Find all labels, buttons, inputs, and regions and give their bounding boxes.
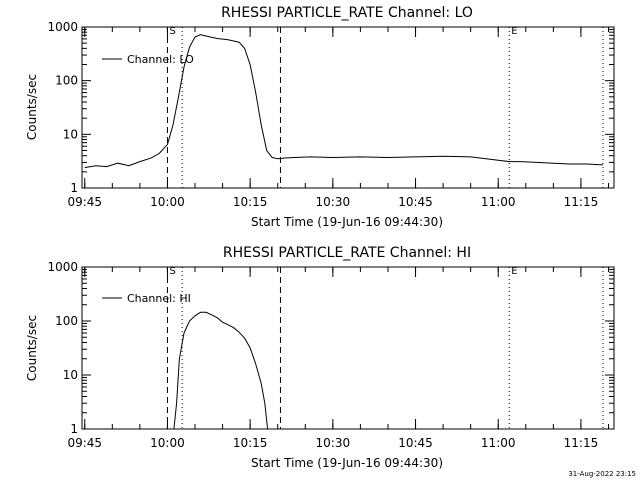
y-tick-label: 1 (70, 422, 78, 436)
x-axis-label: Start Time (19-Jun-16 09:44:30) (251, 456, 443, 470)
plot-frame (81, 266, 615, 430)
y-axis: 1 10 100 1000 (47, 20, 614, 195)
x-axis-label: Start Time (19-Jun-16 09:44:30) (251, 215, 443, 229)
series-line (84, 34, 604, 169)
legend-entry: Channel: LO (127, 53, 194, 66)
chart-hi-channel: RHESSI PARTICLE_RATE Channel: HI 1101001… (25, 245, 615, 470)
x-tick-label: 11:15 (564, 436, 599, 450)
y-tick-label: 10 (63, 368, 78, 382)
x-axis: 09:45 10:00 10:15 10:30 10:45 11:00 11:15 (67, 27, 609, 209)
x-tick-label: 11:00 (481, 436, 516, 450)
time-marker-label: S (169, 266, 175, 277)
footer-timestamp: 31-Aug-2022 23:15 (568, 470, 636, 478)
x-tick-label: 09:45 (67, 436, 102, 450)
y-tick-label: 1000 (47, 20, 78, 34)
legend: Channel: HI (102, 292, 191, 305)
x-tick-label: 10:30 (316, 195, 351, 209)
time-marker-label: E (511, 26, 517, 37)
y-tick-label: 1 (70, 181, 78, 195)
x-tick-label: 10:30 (316, 436, 351, 450)
y-axis-label: Counts/sec (25, 315, 39, 381)
y-tick-label: 100 (55, 74, 78, 88)
chart-title: RHESSI PARTICLE_RATE Channel: HI (223, 245, 471, 261)
x-tick-label: 10:15 (233, 436, 268, 450)
x-axis: 09:45 10:00 10:15 10:30 10:45 11:00 11:15 (67, 267, 609, 450)
series-line (173, 311, 269, 430)
y-tick-label: 10 (63, 127, 78, 141)
x-tick-label: 10:00 (150, 195, 185, 209)
chart-title: RHESSI PARTICLE_RATE Channel: LO (221, 5, 473, 21)
legend: Channel: LO (102, 53, 194, 66)
x-tick-label: 10:00 (150, 436, 185, 450)
time-marker-label: E (511, 266, 517, 277)
x-tick-label: 11:15 (564, 195, 599, 209)
chart-lo-channel: RHESSI PARTICLE_RATE Channel: LO 1101001… (25, 5, 615, 229)
legend-entry: Channel: HI (127, 292, 191, 305)
x-tick-label: 09:45 (67, 195, 102, 209)
plot-frame (81, 26, 615, 189)
x-tick-label: 11:00 (481, 195, 516, 209)
time-marker-label: S (169, 26, 175, 37)
y-axis-label: Counts/sec (25, 74, 39, 140)
data-series (173, 311, 269, 430)
y-tick-label: 100 (55, 314, 78, 328)
y-tick-label: 1000 (47, 260, 78, 274)
x-tick-label: 10:15 (233, 195, 268, 209)
x-tick-label: 10:45 (398, 436, 433, 450)
x-tick-label: 10:45 (398, 195, 433, 209)
y-axis: 1 10 100 1000 (47, 260, 614, 436)
data-series (84, 34, 604, 169)
